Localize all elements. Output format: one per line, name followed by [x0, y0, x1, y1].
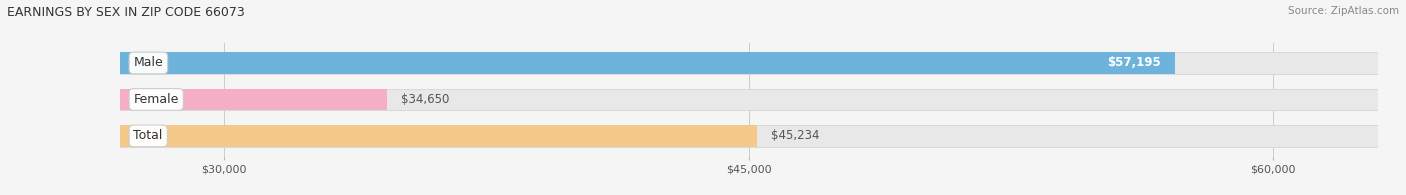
Bar	[120, 125, 756, 146]
Text: $57,195: $57,195	[1108, 57, 1161, 69]
Text: EARNINGS BY SEX IN ZIP CODE 66073: EARNINGS BY SEX IN ZIP CODE 66073	[7, 6, 245, 19]
Bar	[120, 52, 1175, 74]
Text: Total: Total	[134, 129, 163, 142]
Bar	[120, 89, 1378, 110]
Text: $45,234: $45,234	[770, 129, 820, 142]
Text: Source: ZipAtlas.com: Source: ZipAtlas.com	[1288, 6, 1399, 16]
Text: Male: Male	[134, 57, 163, 69]
Text: $34,650: $34,650	[401, 93, 450, 106]
Text: Female: Female	[134, 93, 179, 106]
Bar	[120, 125, 1378, 146]
Bar	[120, 89, 387, 110]
Bar	[120, 52, 1378, 74]
